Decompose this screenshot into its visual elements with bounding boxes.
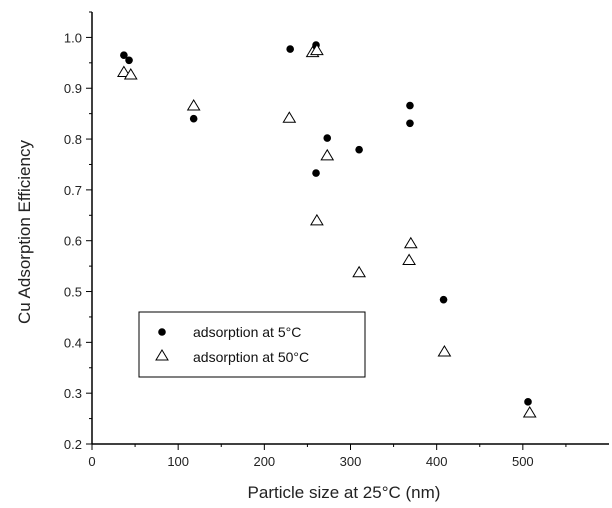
data-point-5c — [406, 119, 414, 128]
y-tick-label: 0.6 — [64, 234, 82, 249]
x-tick-label: 400 — [426, 454, 448, 469]
y-tick-label: 1.0 — [64, 30, 82, 45]
tick-labels: 0 100 200 300 400 500 0.2 0.3 0.4 0.5 0.6 0.7 0.8 0.9… — [64, 30, 534, 469]
data-points — [116, 41, 537, 418]
data-point-5c — [323, 134, 332, 142]
x-axis-title: Particle size at 25°C (nm) — [248, 483, 441, 502]
y-tick-label: 0.7 — [64, 183, 82, 198]
x-tick-label: 300 — [340, 454, 362, 469]
tick-marks — [86, 11, 567, 450]
y-tick-label: 0.2 — [64, 437, 82, 452]
y-tick-label: 0.5 — [64, 285, 82, 300]
data-point-5c — [189, 114, 198, 123]
data-point-5c — [286, 45, 294, 53]
data-point-50c — [310, 43, 324, 56]
data-point-50c — [522, 406, 537, 418]
data-point-5c — [312, 169, 320, 177]
y-tick-label: 0.4 — [64, 335, 82, 350]
data-point-5c — [406, 101, 414, 110]
axes — [91, 12, 609, 445]
data-point-5c — [355, 145, 363, 154]
legend-label-50c: adsorption at 50°C — [193, 349, 309, 365]
data-point-50c — [282, 111, 297, 123]
legend: adsorption at 5°C adsorption at 50°C — [138, 311, 366, 378]
data-point-50c — [403, 236, 418, 249]
x-tick-label: 0 — [88, 454, 95, 469]
data-point-50c — [310, 213, 324, 226]
legend-label-5c: adsorption at 5°C — [193, 324, 301, 340]
data-point-50c — [116, 65, 131, 77]
data-point-50c — [402, 253, 416, 266]
legend-box — [138, 311, 366, 378]
data-point-50c — [352, 265, 366, 278]
legend-marker-50c — [155, 349, 169, 361]
x-tick-label: 500 — [512, 454, 534, 469]
x-tick-label: 100 — [167, 454, 189, 469]
y-axis-title: Cu Adsorption Efficiency — [15, 140, 34, 324]
data-point-5c — [120, 51, 128, 59]
x-tick-label: 200 — [253, 454, 275, 469]
y-tick-label: 0.9 — [64, 81, 82, 96]
data-point-5c — [439, 295, 448, 304]
data-point-50c — [320, 148, 335, 161]
data-point-50c — [437, 345, 452, 357]
legend-marker-5c — [158, 328, 166, 336]
y-tick-label: 0.8 — [64, 132, 82, 147]
data-point-5c — [524, 398, 532, 406]
data-point-5c — [125, 56, 133, 65]
y-tick-label: 0.3 — [64, 386, 82, 401]
data-point-50c — [186, 99, 201, 111]
data-point-50c — [123, 68, 138, 80]
